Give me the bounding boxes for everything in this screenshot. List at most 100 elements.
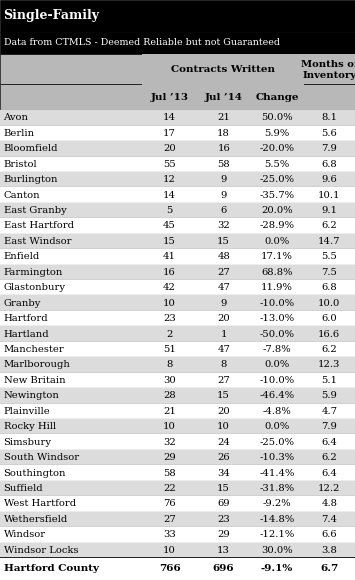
Bar: [0, 558, 355, 580]
Text: Contracts Written: Contracts Written: [171, 64, 275, 74]
Bar: [250, 496, 304, 512]
Text: 29: 29: [217, 530, 230, 539]
Bar: [142, 249, 197, 264]
Bar: [0, 357, 355, 373]
Bar: [304, 295, 355, 311]
Text: 10: 10: [217, 422, 230, 431]
Bar: [142, 527, 197, 542]
Text: 32: 32: [163, 438, 176, 447]
Bar: [250, 187, 304, 203]
Text: 9.1: 9.1: [321, 206, 337, 215]
Bar: [0, 373, 355, 388]
Text: 9: 9: [220, 299, 227, 308]
Text: 6.4: 6.4: [321, 469, 337, 477]
Text: 29: 29: [163, 453, 176, 462]
Bar: [0, 465, 142, 481]
Bar: [197, 234, 250, 249]
Bar: [197, 218, 250, 234]
Bar: [142, 481, 197, 496]
Text: 27: 27: [217, 376, 230, 385]
Bar: [250, 465, 304, 481]
Text: Rocky Hill: Rocky Hill: [4, 422, 56, 431]
Bar: [197, 542, 250, 558]
Bar: [0, 0, 355, 32]
Text: Jul ’14: Jul ’14: [204, 93, 243, 101]
Text: 18: 18: [217, 129, 230, 138]
Text: 76: 76: [163, 499, 176, 509]
Bar: [142, 54, 304, 84]
Bar: [197, 558, 250, 580]
Text: -13.0%: -13.0%: [260, 314, 294, 323]
Bar: [250, 542, 304, 558]
Bar: [304, 203, 355, 218]
Text: 3.8: 3.8: [321, 546, 337, 554]
Bar: [0, 481, 355, 496]
Bar: [197, 84, 250, 110]
Text: 6.2: 6.2: [321, 222, 337, 230]
Bar: [304, 419, 355, 434]
Bar: [0, 311, 355, 327]
Text: 24: 24: [217, 438, 230, 447]
Bar: [250, 157, 304, 172]
Bar: [0, 218, 355, 234]
Bar: [250, 264, 304, 280]
Text: 11.9%: 11.9%: [261, 283, 293, 292]
Text: 14: 14: [163, 191, 176, 200]
Text: -4.8%: -4.8%: [263, 407, 291, 416]
Bar: [0, 527, 142, 542]
Bar: [197, 172, 250, 187]
Bar: [197, 126, 250, 141]
Bar: [250, 280, 304, 295]
Text: 15: 15: [217, 237, 230, 246]
Bar: [250, 203, 304, 218]
Text: 10.1: 10.1: [318, 191, 340, 200]
Bar: [250, 342, 304, 357]
Text: 6.2: 6.2: [321, 453, 337, 462]
Bar: [0, 496, 355, 512]
Bar: [197, 203, 250, 218]
Text: Plainville: Plainville: [4, 407, 50, 416]
Text: 5.5%: 5.5%: [264, 160, 290, 169]
Text: 2: 2: [166, 329, 173, 339]
Bar: [0, 388, 142, 404]
Text: 10: 10: [163, 422, 176, 431]
Text: 26: 26: [217, 453, 230, 462]
Text: Burlington: Burlington: [4, 175, 58, 184]
Bar: [0, 157, 142, 172]
Bar: [0, 110, 355, 126]
Bar: [142, 141, 197, 157]
Text: -12.1%: -12.1%: [259, 530, 295, 539]
Bar: [304, 388, 355, 404]
Bar: [197, 187, 250, 203]
Bar: [304, 157, 355, 172]
Text: -28.9%: -28.9%: [260, 222, 294, 230]
Text: 10.0: 10.0: [318, 299, 340, 308]
Bar: [304, 249, 355, 264]
Bar: [0, 527, 355, 542]
Text: Windsor: Windsor: [4, 530, 46, 539]
Bar: [142, 542, 197, 558]
Bar: [250, 481, 304, 496]
Text: 12: 12: [163, 175, 176, 184]
Bar: [0, 373, 142, 388]
Text: 6.2: 6.2: [321, 345, 337, 354]
Text: 8.1: 8.1: [321, 114, 337, 122]
Bar: [250, 218, 304, 234]
Bar: [304, 373, 355, 388]
Text: 50.0%: 50.0%: [261, 114, 293, 122]
Text: 28: 28: [163, 392, 176, 400]
Text: Data from CTMLS - Deemed Reliable but not Guaranteed: Data from CTMLS - Deemed Reliable but no…: [4, 38, 279, 48]
Text: Manchester: Manchester: [4, 345, 64, 354]
Text: 15: 15: [217, 484, 230, 493]
Bar: [0, 187, 142, 203]
Bar: [142, 187, 197, 203]
Text: 9: 9: [220, 175, 227, 184]
Text: 6.8: 6.8: [321, 160, 337, 169]
Text: 51: 51: [163, 345, 176, 354]
Bar: [0, 187, 355, 203]
Text: East Windsor: East Windsor: [4, 237, 71, 246]
Text: 17: 17: [163, 129, 176, 138]
Text: South Windsor: South Windsor: [4, 453, 79, 462]
Bar: [250, 311, 304, 327]
Text: Windsor Locks: Windsor Locks: [4, 546, 78, 554]
